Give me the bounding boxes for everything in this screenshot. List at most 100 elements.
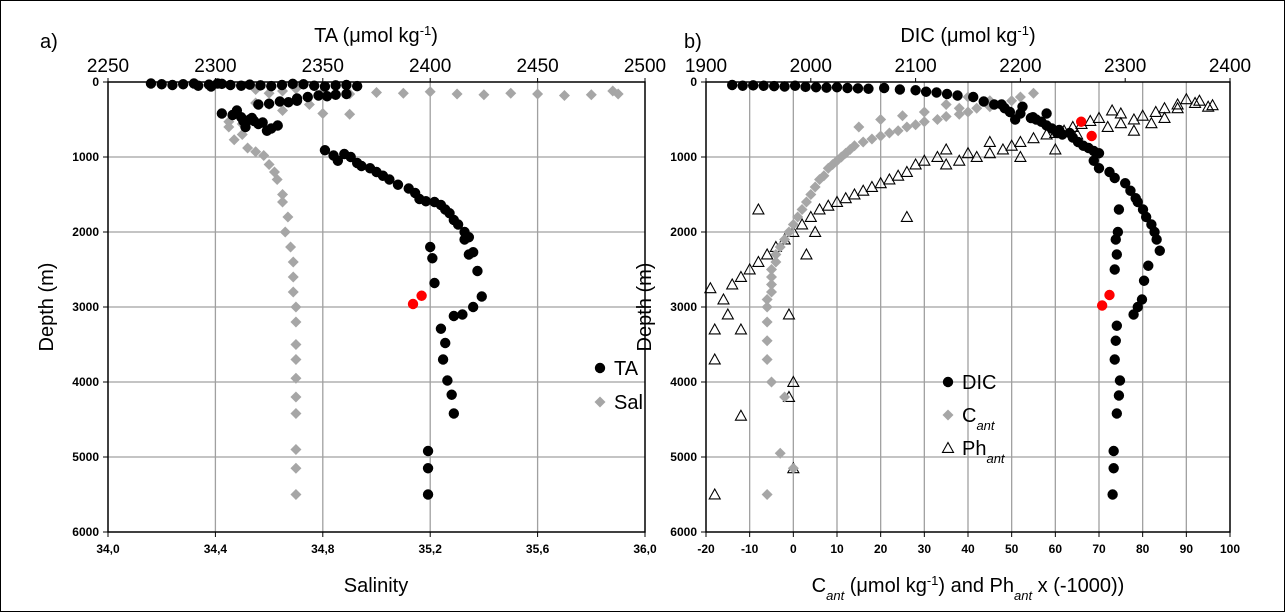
data-point <box>285 241 297 253</box>
data-point <box>424 86 436 98</box>
data-point <box>939 157 953 170</box>
legend-marker <box>594 396 606 408</box>
bottom-tick-label: 35,6 <box>526 542 550 556</box>
bottom-tick-label: 20 <box>874 542 888 556</box>
data-point <box>857 136 869 148</box>
data-point <box>814 174 826 185</box>
data-point <box>344 108 356 120</box>
data-point <box>810 82 822 93</box>
data-point <box>866 133 878 145</box>
data-point <box>779 391 791 403</box>
data-point <box>177 79 189 90</box>
bottom-axis-title: Salinity <box>344 575 408 597</box>
data-point <box>263 98 275 109</box>
data-point <box>734 270 748 282</box>
data-point <box>1128 309 1139 320</box>
data-point <box>216 108 228 119</box>
data-point <box>831 82 843 93</box>
series-sal <box>223 83 624 500</box>
data-point <box>429 277 440 289</box>
data-point <box>1138 275 1150 286</box>
data-point <box>1188 96 1202 108</box>
data-point <box>558 90 570 101</box>
data-point <box>989 99 1000 110</box>
data-point <box>319 81 331 92</box>
data-point <box>193 80 204 91</box>
bottom-tick-label: 36,0 <box>633 542 657 556</box>
data-point <box>1114 375 1126 386</box>
data-point <box>1108 445 1119 457</box>
data-point <box>290 462 302 474</box>
bottom-tick-label: 10 <box>830 542 844 556</box>
data-point <box>734 409 748 421</box>
data-point <box>1171 97 1185 110</box>
data-point <box>476 291 487 302</box>
data-point <box>448 310 460 322</box>
data-point <box>279 226 291 238</box>
data-point <box>839 191 853 204</box>
data-point <box>920 86 932 97</box>
data-point <box>302 91 313 103</box>
data-point <box>894 84 906 95</box>
data-point <box>970 150 984 162</box>
bottom-tick-label: 34,0 <box>96 542 120 556</box>
data-point <box>1110 234 1121 245</box>
data-point <box>805 189 817 200</box>
data-point <box>1109 172 1120 184</box>
top-tick-label: 2500 <box>624 56 666 77</box>
data-point <box>1105 103 1119 116</box>
data-point <box>392 179 404 190</box>
data-point <box>808 225 822 237</box>
top-tick-label: 1900 <box>685 56 727 77</box>
data-point <box>309 80 320 91</box>
top-tick-label: 2000 <box>790 56 832 77</box>
data-point <box>272 120 283 131</box>
data-point <box>332 155 344 166</box>
data-point <box>1109 264 1120 275</box>
data-point <box>1013 135 1027 147</box>
data-point <box>800 81 811 93</box>
data-point <box>467 301 479 313</box>
bottom-tick-label: 90 <box>1180 542 1194 556</box>
top-tick-label: 2100 <box>894 56 936 77</box>
data-point <box>422 489 434 500</box>
data-point <box>848 187 861 200</box>
data-point <box>796 204 808 215</box>
data-point <box>277 105 289 116</box>
y-axis-title: Depth (m) <box>634 263 656 352</box>
data-point <box>216 78 228 90</box>
data-point <box>291 93 303 104</box>
data-point <box>255 80 266 91</box>
data-point <box>909 157 923 170</box>
data-point <box>1109 354 1120 365</box>
data-point <box>1171 101 1185 114</box>
data-point <box>440 337 451 349</box>
data-point <box>341 88 352 100</box>
data-point <box>800 196 812 208</box>
data-point <box>940 99 952 110</box>
data-point <box>1158 111 1171 123</box>
top-tick-label: 2250 <box>87 56 129 77</box>
top-tick-label: 2300 <box>194 56 236 77</box>
data-point <box>774 447 786 459</box>
data-point <box>422 463 434 474</box>
data-point <box>774 241 786 253</box>
series-ta <box>145 78 487 500</box>
y-tick-label: 2000 <box>670 225 697 239</box>
legend-marker <box>941 441 955 453</box>
y-tick-label: 1000 <box>72 150 99 164</box>
data-point <box>1113 390 1125 401</box>
top-tick-label: 2200 <box>999 56 1041 77</box>
data-point <box>1201 100 1215 112</box>
data-point <box>727 79 738 91</box>
data-point <box>446 389 457 400</box>
data-point <box>290 372 302 384</box>
data-point <box>789 80 801 91</box>
data-point <box>313 90 324 101</box>
data-point <box>371 87 382 98</box>
data-point <box>1104 289 1115 301</box>
data-point <box>277 189 289 200</box>
data-point <box>830 195 844 207</box>
